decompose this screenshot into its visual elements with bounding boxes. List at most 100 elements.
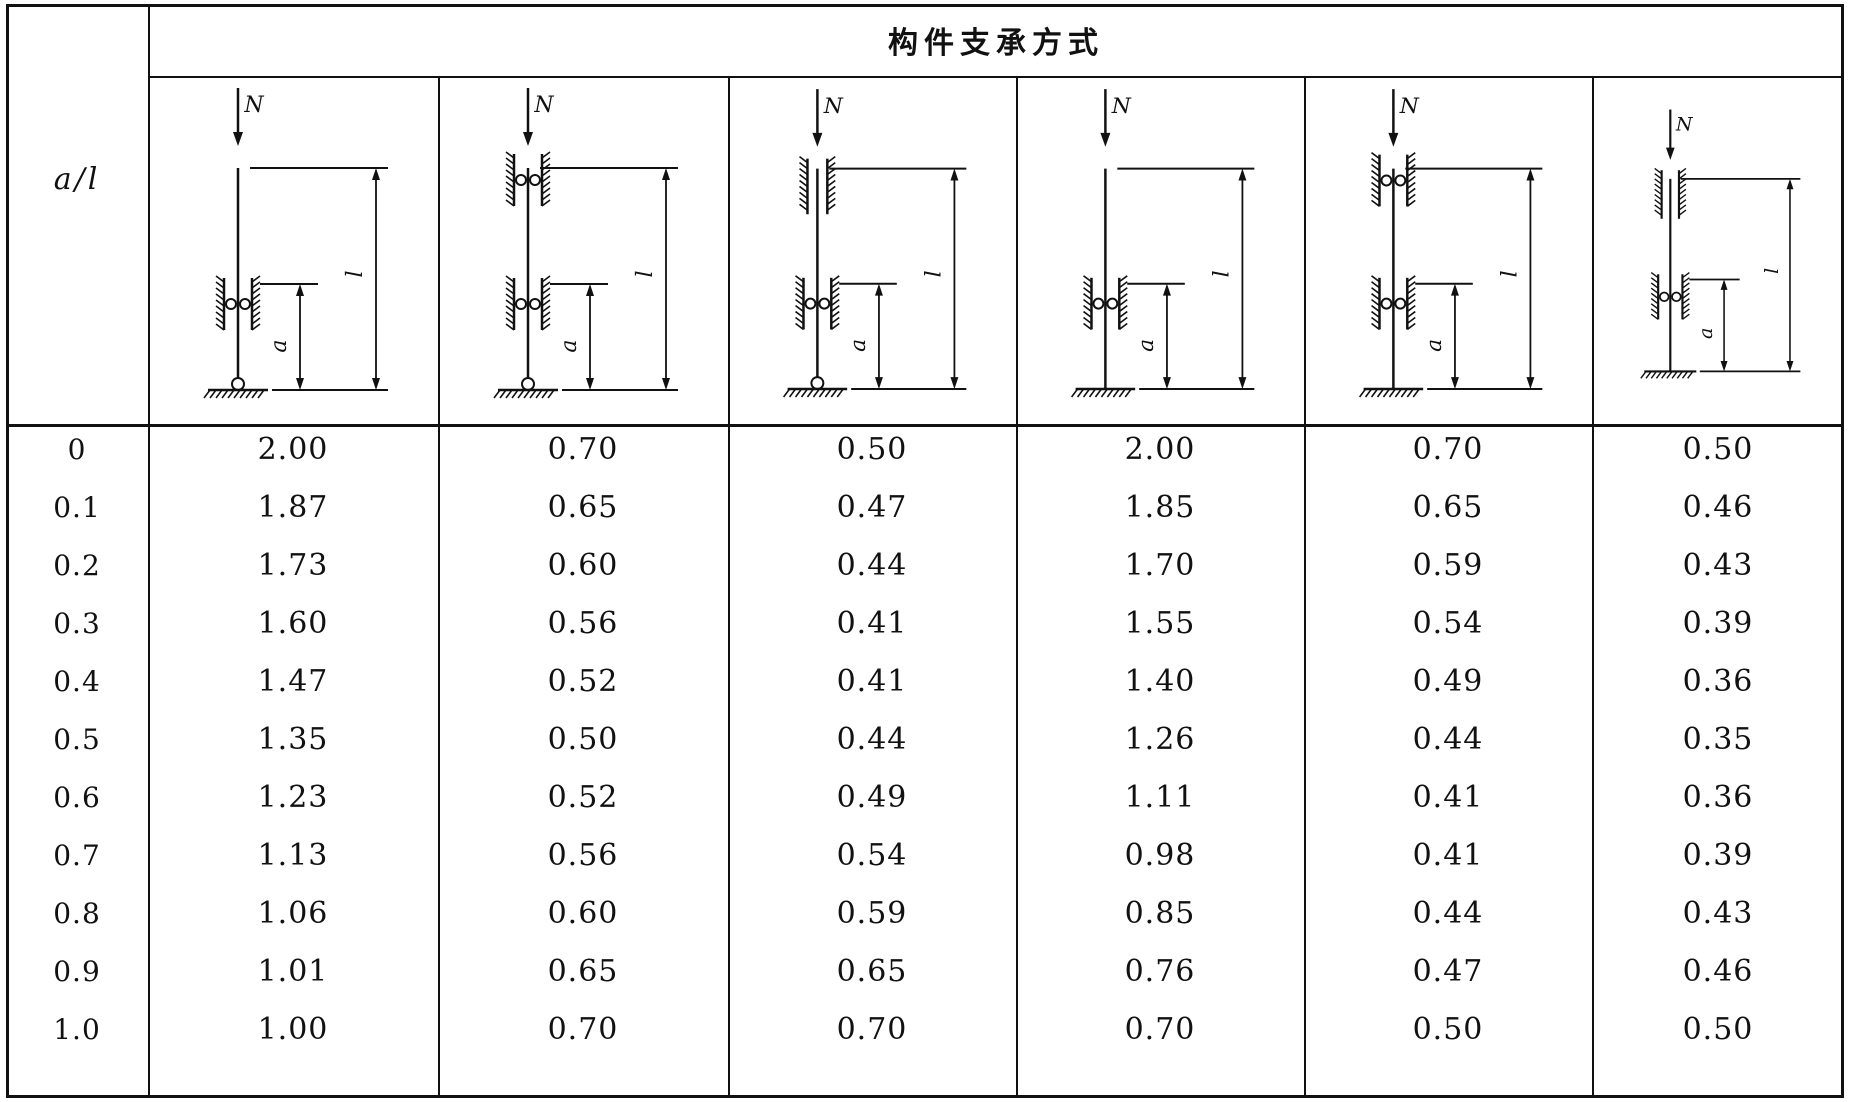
table-cell: 0.70 xyxy=(836,1011,908,1047)
middle-roller-support xyxy=(1371,275,1416,331)
table-cell: 1.06 xyxy=(257,895,329,931)
table-cell: 1.87 xyxy=(257,489,329,525)
table-cell: 0.46 xyxy=(1682,489,1754,525)
table-cell: 1.47 xyxy=(257,663,329,699)
row-al-value: 0.8 xyxy=(53,896,101,930)
distance-label: a xyxy=(1422,339,1447,352)
row-al-value: 0 xyxy=(67,432,87,466)
table-cell: 0.70 xyxy=(1124,1011,1196,1047)
row-al-value: 1.0 xyxy=(53,1012,101,1046)
table-cell: 0.70 xyxy=(547,1011,619,1047)
middle-roller-support xyxy=(215,275,261,331)
distance-label: a xyxy=(557,339,582,352)
length-dimension xyxy=(1526,168,1535,390)
pin-support xyxy=(521,377,535,391)
row-label-header: a/l xyxy=(53,161,101,197)
table-cell: 1.70 xyxy=(1124,547,1196,583)
distance-dimension xyxy=(296,284,304,390)
load-label: N xyxy=(1675,113,1694,135)
middle-roller-support xyxy=(1083,275,1128,331)
table-cell: 0.85 xyxy=(1124,895,1196,931)
table-cell: 0.65 xyxy=(547,489,619,525)
table-cell: 1.13 xyxy=(257,837,329,873)
pin-support xyxy=(231,377,245,391)
distance-dimension xyxy=(586,284,594,390)
table-cell: 1.23 xyxy=(257,779,329,815)
table-cell: 1.73 xyxy=(257,547,329,583)
table-cell: 0.70 xyxy=(1412,431,1484,467)
table-cell: 0.59 xyxy=(1412,547,1484,583)
load-arrow xyxy=(523,88,533,146)
table-cell: 0.43 xyxy=(1682,895,1754,931)
length-dimension xyxy=(1238,168,1247,390)
load-label: N xyxy=(823,94,844,119)
distance-label: a xyxy=(846,339,871,352)
table-cell: 1.55 xyxy=(1124,605,1196,641)
load-label: N xyxy=(1399,94,1420,119)
table-cell: 0.43 xyxy=(1682,547,1754,583)
border-right xyxy=(1841,4,1844,1098)
table-cell: 0.65 xyxy=(547,953,619,989)
length-dimension xyxy=(950,168,959,390)
table-cell: 0.76 xyxy=(1124,953,1196,989)
table-cell: 0.39 xyxy=(1682,605,1754,641)
table-cell: 0.46 xyxy=(1682,953,1754,989)
load-arrow xyxy=(233,88,243,146)
table-cell: 0.54 xyxy=(1412,605,1484,641)
distance-label: a xyxy=(1695,328,1717,339)
table-cell: 0.44 xyxy=(1412,721,1484,757)
table-cell: 0.56 xyxy=(547,605,619,641)
table-cell: 0.36 xyxy=(1682,663,1754,699)
divider-label-column xyxy=(148,4,150,1098)
table-cell: 0.49 xyxy=(836,779,908,815)
table-frame xyxy=(6,4,1844,1098)
distance-dimension xyxy=(1450,283,1459,390)
table-cell: 0.39 xyxy=(1682,837,1754,873)
table-cell: 0.56 xyxy=(547,837,619,873)
column-divider xyxy=(1016,76,1018,1098)
header-bottom-rule xyxy=(6,424,1844,427)
pin-support xyxy=(810,376,825,391)
row-al-value: 0.6 xyxy=(53,780,101,814)
column-divider xyxy=(1304,76,1306,1098)
load-label: N xyxy=(1111,94,1132,119)
table-cell: 0.70 xyxy=(547,431,619,467)
table-cell: 0.98 xyxy=(1124,837,1196,873)
middle-roller-support xyxy=(505,275,551,331)
table-cell: 1.11 xyxy=(1124,779,1196,815)
middle-roller-support xyxy=(795,275,840,331)
table-cell: 1.60 xyxy=(257,605,329,641)
column-divider xyxy=(728,76,730,1098)
table-cell: 0.41 xyxy=(1412,779,1484,815)
table-cell: 0.50 xyxy=(836,431,908,467)
table-cell: 1.40 xyxy=(1124,663,1196,699)
top-guide-support xyxy=(799,156,836,215)
load-arrow xyxy=(812,89,823,147)
distance-label: a xyxy=(1134,339,1159,352)
row-al-value: 0.5 xyxy=(53,722,101,756)
table-cell: 0.50 xyxy=(1682,431,1754,467)
middle-roller-support xyxy=(1650,271,1690,320)
table-cell: 1.01 xyxy=(257,953,329,989)
distance-dimension xyxy=(1720,279,1728,372)
table-cell: 0.50 xyxy=(547,721,619,757)
table-cell: 0.60 xyxy=(547,895,619,931)
load-arrow xyxy=(1665,109,1675,160)
row-al-value: 0.9 xyxy=(53,954,101,988)
table-cell: 0.41 xyxy=(1412,837,1484,873)
length-dimension xyxy=(1786,178,1794,372)
table-cell: 0.49 xyxy=(1412,663,1484,699)
table-cell: 2.00 xyxy=(1124,431,1196,467)
table-cell: 0.65 xyxy=(836,953,908,989)
table-cell: 0.52 xyxy=(547,779,619,815)
table-cell: 0.52 xyxy=(547,663,619,699)
row-al-value: 0.1 xyxy=(53,490,101,524)
table-cell: 1.35 xyxy=(257,721,329,757)
length-label: l xyxy=(1498,270,1523,277)
table-cell: 0.36 xyxy=(1682,779,1754,815)
border-top xyxy=(6,4,1844,7)
